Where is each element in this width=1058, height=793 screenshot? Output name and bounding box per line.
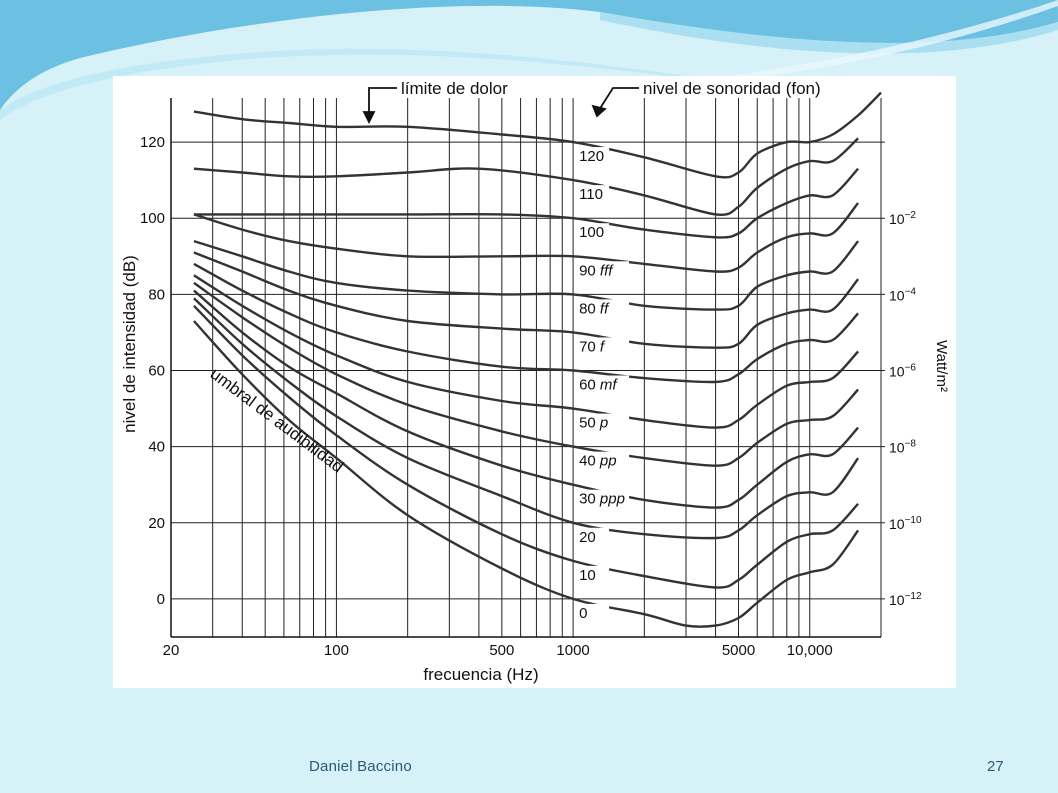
curve-label-bg	[577, 223, 610, 241]
loudness-curve-80	[193, 239, 860, 311]
equal-loudness-chart: 02040608010012010−1210−1010−810−610−410−…	[120, 79, 950, 684]
curve-label-20: 20	[579, 529, 596, 546]
y-tick-label: 20	[148, 515, 165, 532]
loudness-curve-70	[193, 251, 860, 349]
loudness-curve-100	[193, 167, 859, 239]
loudness-curve-40	[193, 281, 859, 467]
loudness-curve-10	[193, 304, 859, 589]
curve-label-80: 80 ff	[579, 300, 610, 317]
loudness-curve-110	[193, 137, 859, 216]
curve-layer	[193, 91, 882, 628]
x-tick-label: 10,000	[787, 642, 833, 659]
loudness-curve-20	[193, 297, 860, 540]
annotation-loudness-level: nivel de sonoridad (fon)	[643, 79, 821, 98]
page-number: 27	[987, 758, 1004, 775]
curve-label-70: 70 f	[579, 338, 606, 355]
y-tick-label: 60	[148, 363, 165, 380]
y2-axis-title: Watt/m²	[933, 340, 950, 392]
loudness-curve-50	[193, 274, 859, 429]
curve-label-bg	[577, 185, 610, 203]
loudness-arrow	[591, 87, 639, 118]
curve-label-bg	[577, 375, 630, 393]
y2-tick-label: 10−10	[889, 515, 922, 532]
y-tick-label: 80	[148, 286, 165, 303]
loudness-curve-120	[193, 91, 882, 179]
x-tick-label: 100	[324, 642, 349, 659]
curve-label-120: 120	[579, 148, 604, 165]
loudness-curve-90	[193, 202, 860, 273]
footer-author: Daniel Baccino	[309, 758, 412, 775]
curve-label-100: 100	[579, 224, 604, 241]
curve-label-0: 0	[579, 605, 587, 622]
curve-label-bg	[577, 527, 610, 545]
y-tick-label: 120	[140, 134, 165, 151]
curve-label-bg	[577, 489, 630, 507]
curve-label-bg	[577, 147, 610, 165]
label-layer: 02040608010012010−1210−1010−810−610−410−…	[140, 134, 922, 659]
x-tick-label: 20	[163, 642, 180, 659]
y2-tick-label: 10−12	[889, 591, 922, 608]
curve-label-bg	[577, 603, 610, 621]
x-tick-label: 500	[489, 642, 514, 659]
curve-label-bg	[577, 299, 630, 317]
annotation-pain-limit: límite de dolor	[401, 79, 508, 98]
curve-label-10: 10	[579, 567, 596, 584]
curve-label-30: 30 ppp	[579, 491, 625, 508]
y-axis-title: nivel de intensidad (dB)	[120, 255, 139, 433]
loudness-curve-60	[193, 262, 859, 384]
x-tick-label: 1000	[556, 642, 589, 659]
y-tick-label: 40	[148, 439, 165, 456]
x-axis-title: frecuencia (Hz)	[423, 665, 538, 684]
curve-label-110: 110	[579, 186, 603, 203]
curve-label-bg	[577, 337, 630, 355]
x-tick-label: 5000	[722, 642, 755, 659]
curve-label-40: 40 pp	[579, 453, 617, 470]
y-tick-label: 0	[157, 591, 165, 608]
curve-label-50: 50 p	[579, 415, 608, 432]
y2-tick-label: 10−8	[889, 439, 916, 456]
curve-label-bg	[577, 261, 630, 279]
y2-tick-label: 10−6	[889, 363, 916, 380]
y2-tick-label: 10−2	[889, 210, 916, 227]
y2-tick-label: 10−4	[889, 286, 916, 303]
loudness-curve-0	[193, 320, 860, 628]
curve-label-bg	[577, 565, 610, 583]
curve-label-bg	[577, 451, 630, 469]
figure-panel: 0 20 40 60 80 100 120 10−12 10−10 10−8 10−6 10−4 10−…	[113, 76, 956, 688]
y-tick-label: 100	[140, 210, 165, 227]
curve-label-bg	[577, 413, 630, 431]
curve-label-90: 90 fff	[579, 262, 614, 279]
pain-arrow	[362, 87, 397, 125]
curve-label-60: 60 mf	[579, 377, 618, 394]
